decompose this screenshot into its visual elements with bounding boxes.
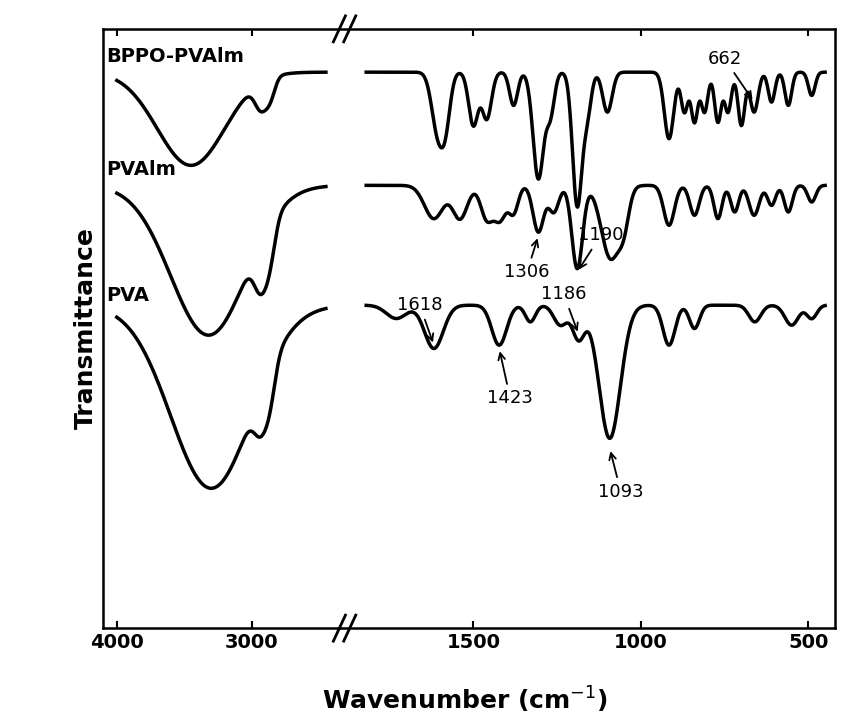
- Text: 1093: 1093: [598, 453, 643, 500]
- Text: BPPO-PVAlm: BPPO-PVAlm: [106, 46, 244, 66]
- Text: PVA: PVA: [106, 286, 149, 305]
- Text: 1306: 1306: [505, 240, 549, 281]
- Text: PVAlm: PVAlm: [106, 160, 176, 178]
- Y-axis label: Transmittance: Transmittance: [74, 227, 98, 430]
- Text: 662: 662: [708, 50, 752, 98]
- Text: 1423: 1423: [487, 353, 533, 407]
- Text: 1190: 1190: [578, 227, 623, 268]
- Text: Wavenumber (cm$^{-1}$): Wavenumber (cm$^{-1}$): [322, 684, 608, 715]
- Text: 1186: 1186: [541, 285, 586, 330]
- Text: 1618: 1618: [397, 296, 443, 341]
